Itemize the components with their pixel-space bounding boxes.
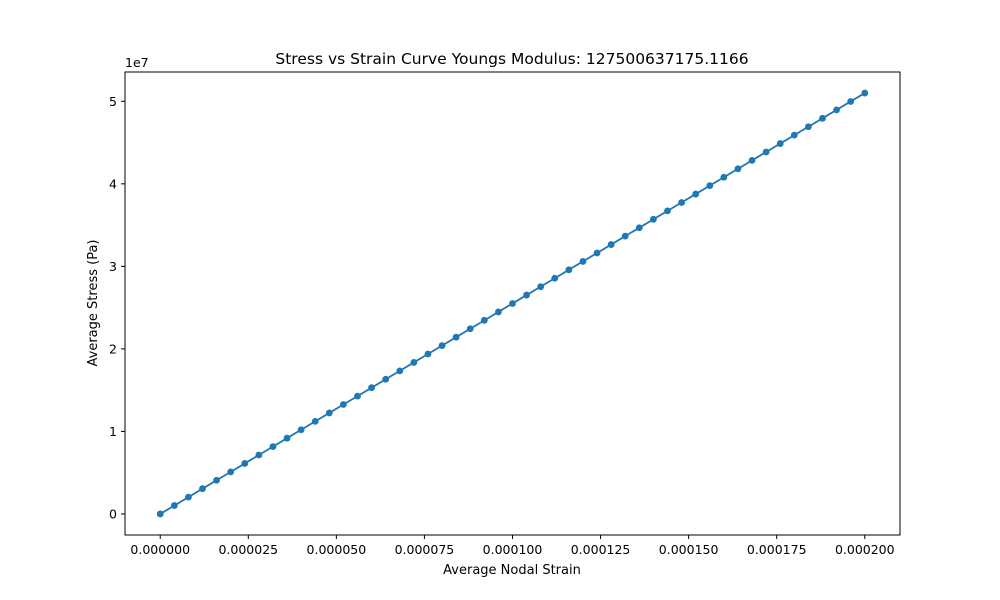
x-tick-label: 0.000000 — [130, 542, 190, 557]
data-point — [241, 460, 249, 467]
data-point — [368, 384, 375, 392]
x-tick-label: 0.000075 — [395, 542, 455, 557]
data-point — [495, 308, 502, 316]
y-tick-label: 0 — [109, 506, 117, 521]
data-point — [523, 291, 530, 299]
data-point — [297, 426, 305, 434]
data-point — [340, 401, 347, 408]
chart-title: Stress vs Strain Curve Youngs Modulus: 1… — [275, 50, 748, 68]
data-point — [678, 199, 685, 206]
data-point — [565, 266, 573, 274]
y-axis-label: Average Stress (Pa) — [86, 240, 101, 367]
data-point — [762, 148, 770, 156]
data-point — [833, 106, 840, 114]
data-point — [650, 215, 657, 223]
data-point — [382, 375, 390, 383]
x-tick-label: 0.000175 — [747, 542, 807, 557]
data-point — [509, 300, 516, 307]
x-tick-label: 0.000150 — [659, 542, 719, 557]
data-point — [664, 207, 671, 215]
x-tick-label: 0.000025 — [218, 542, 278, 557]
x-tick-label: 0.000125 — [571, 542, 631, 557]
y-tick-label: 5 — [109, 94, 117, 109]
data-point — [452, 333, 460, 341]
data-point — [551, 274, 559, 282]
data-point — [720, 173, 728, 181]
plot-area — [156, 89, 869, 518]
data-point — [537, 283, 545, 291]
data-point — [283, 434, 291, 442]
data-point — [255, 451, 263, 459]
data-point — [607, 241, 615, 248]
data-point — [213, 476, 220, 484]
x-tick-label: 0.000050 — [307, 542, 367, 557]
x-tick-label: 0.000200 — [835, 542, 895, 557]
data-point — [847, 98, 855, 105]
data-point — [861, 89, 869, 97]
data-point — [734, 165, 742, 173]
data-point — [269, 443, 277, 451]
data-point — [776, 140, 784, 147]
data-point — [692, 190, 700, 198]
data-point — [311, 417, 319, 425]
y-tick-label: 2 — [109, 341, 117, 356]
data-point — [170, 502, 178, 509]
data-point — [325, 409, 333, 417]
data-point — [156, 510, 164, 518]
data-point — [396, 367, 404, 375]
data-point — [410, 359, 418, 366]
data-point — [790, 131, 798, 139]
data-point — [593, 249, 601, 257]
x-axis-label: Average Nodal Strain — [443, 563, 581, 578]
data-point — [438, 342, 446, 349]
data-point — [579, 258, 587, 265]
data-point — [819, 114, 826, 122]
data-point — [199, 485, 206, 493]
data-point — [466, 325, 474, 333]
data-point — [635, 224, 643, 232]
plot-frame — [124, 71, 901, 536]
y-tick-label: 4 — [109, 176, 117, 191]
y-offset-label: 1e7 — [125, 55, 149, 70]
data-point — [480, 316, 488, 324]
y-tick-label: 3 — [109, 259, 117, 274]
data-point — [354, 392, 361, 400]
data-point — [185, 493, 192, 501]
x-tick-label: 0.000100 — [483, 542, 543, 557]
data-point — [706, 182, 714, 190]
data-point — [805, 123, 812, 131]
data-point — [227, 468, 235, 476]
data-point — [424, 350, 432, 358]
axis-ticks: 0.000000 0.000025 0.000050 0.000075 0.000100… — [109, 94, 895, 557]
y-tick-label: 1 — [109, 424, 117, 439]
data-point — [748, 156, 756, 164]
data-point — [621, 232, 629, 240]
